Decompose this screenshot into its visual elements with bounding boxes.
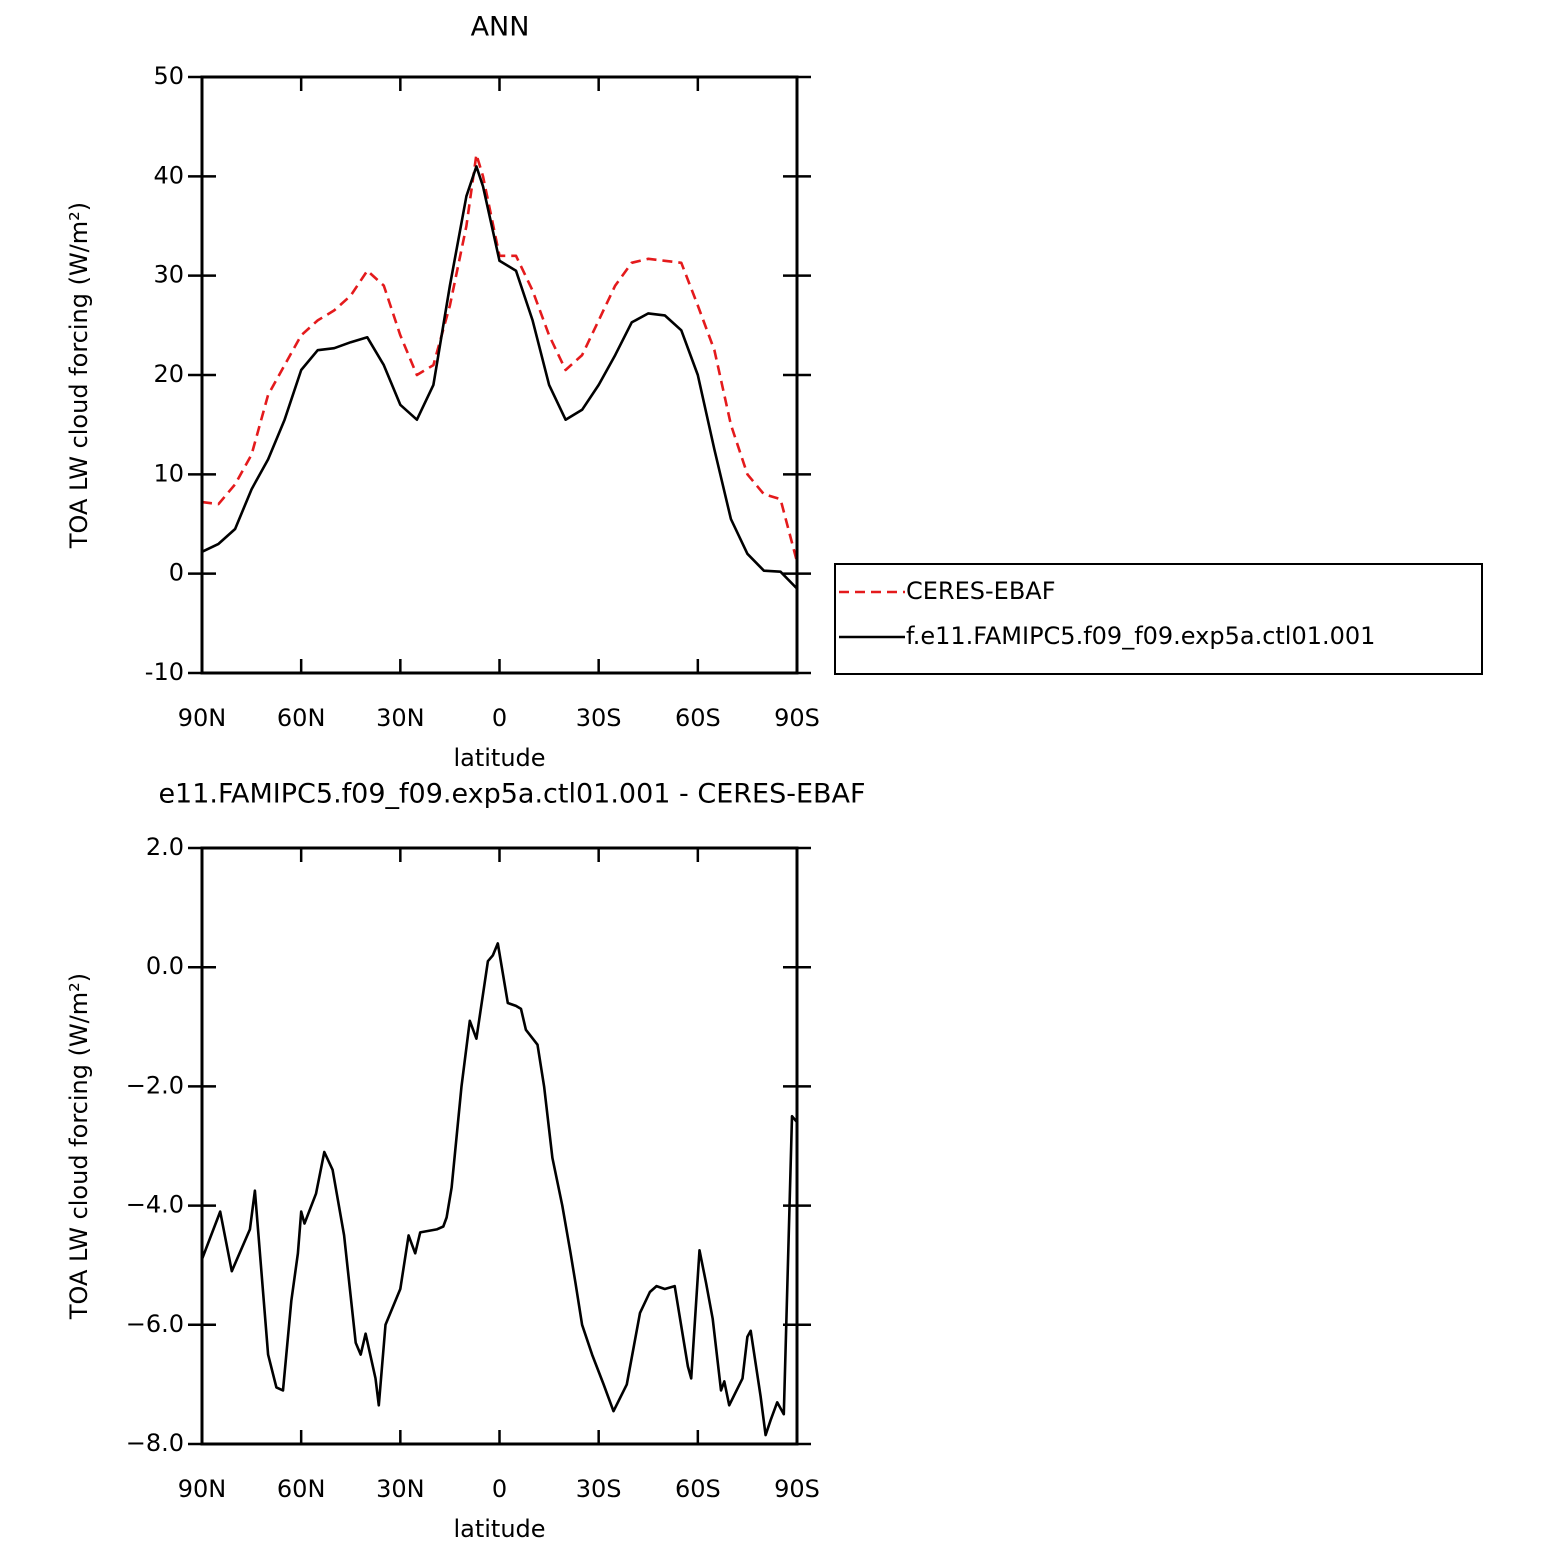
plot-frame [200,846,799,1446]
y-tick-label: 20 [153,360,184,388]
y-axis-label: TOA LW cloud forcing (W/m²) [65,202,93,549]
x-tick-label: 90N [178,704,227,732]
data-line [201,153,799,563]
y-tick-label: 10 [153,459,184,487]
y-tick-label: −4.0 [126,1191,184,1219]
y-tick-label: 0.0 [146,952,184,980]
data-line [200,942,798,1437]
chart-title: e11.FAMIPC5.f09_f09.exp5a.ctl01.001 - CE… [158,779,865,810]
x-tick-label: 90S [774,1475,820,1503]
y-tick-label: −2.0 [126,1071,184,1099]
y-tick-label: 0 [169,559,184,587]
x-axis-label: latitude [453,1515,545,1543]
x-tick-label: 30S [576,704,622,732]
y-tick-label: 40 [153,161,184,189]
y-tick-label: -10 [145,658,184,686]
y-tick-label: 50 [153,62,184,90]
y-axis-label: TOA LW cloud forcing (W/m²) [65,973,93,1320]
x-tick-label: 30S [576,1475,622,1503]
y-tick-label: 2.0 [146,833,184,861]
x-tick-label: 30N [376,1475,425,1503]
chart-title: ANN [471,12,530,43]
y-tick-label: −8.0 [126,1429,184,1457]
data-line [201,165,798,590]
plot-frame [200,75,799,675]
y-tick-label: −6.0 [126,1310,184,1338]
x-tick-label: 60S [675,1475,721,1503]
x-tick-label: 90S [774,704,820,732]
y-tick-label: 30 [153,261,184,289]
x-tick-label: 0 [492,1475,507,1503]
legend-label: f.e11.FAMIPC5.f09_f09.exp5a.ctl01.001 [906,622,1375,650]
legend-box [834,563,1483,675]
x-tick-label: 90N [178,1475,227,1503]
legend-label: CERES-EBAF [906,577,1056,605]
x-tick-label: 60N [277,1475,326,1503]
x-tick-label: 60S [675,704,721,732]
x-tick-label: 30N [376,704,425,732]
x-axis-label: latitude [453,744,545,772]
x-tick-label: 0 [492,704,507,732]
x-tick-label: 60N [277,704,326,732]
